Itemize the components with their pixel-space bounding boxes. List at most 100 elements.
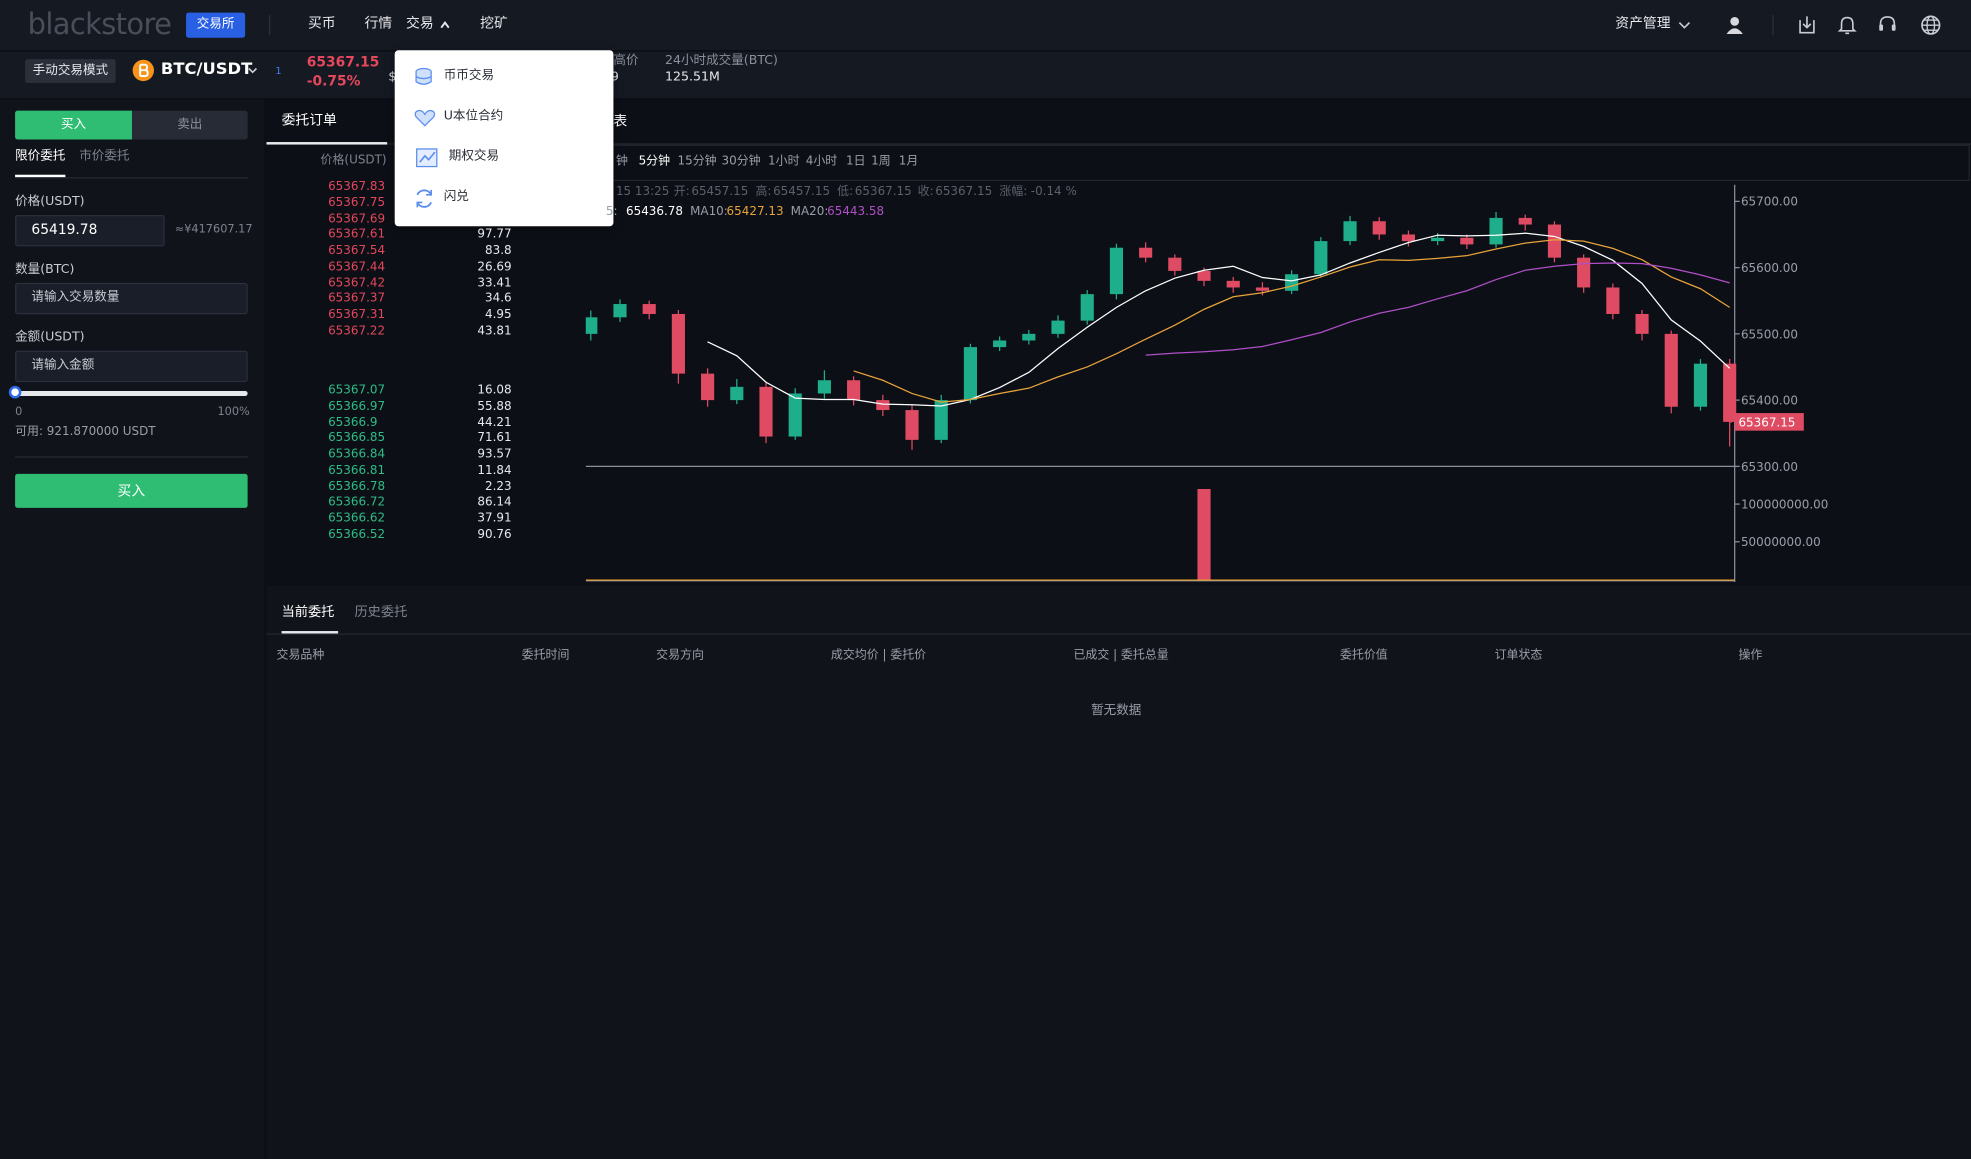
orders-tab[interactable]: 当前委托: [281, 604, 335, 620]
book-amount: 4.95: [485, 307, 512, 322]
interval[interactable]: 钟: [615, 154, 628, 169]
caret-up: [440, 21, 450, 29]
pair-badge: 1: [275, 65, 282, 77]
candle-body: [642, 304, 656, 314]
candle-body: [1139, 247, 1153, 258]
pair-name[interactable]: BTC/USDT: [160, 60, 253, 80]
interval[interactable]: 1小时: [768, 154, 800, 169]
price-label: 价格(USDT): [15, 194, 85, 209]
nav-item[interactable]: 挖矿: [480, 15, 508, 32]
ma-value: 65443.58: [827, 204, 885, 219]
candle-body: [1080, 294, 1094, 321]
interval[interactable]: 1周: [871, 154, 891, 169]
book-amount: 33.41: [477, 275, 512, 290]
price-value: 65419.78: [31, 221, 98, 238]
price-header: 价格(USDT): [320, 153, 387, 168]
nav-item[interactable]: 行情: [364, 15, 393, 32]
ma-line: [707, 232, 1731, 407]
nav-item[interactable]: 买币: [307, 15, 336, 32]
interval[interactable]: 5分钟: [638, 154, 671, 169]
candle-info: 65367.15: [935, 184, 993, 199]
nav-item[interactable]: 交易: [406, 15, 434, 32]
candle-body: [1314, 241, 1328, 275]
tab-underline: [266, 142, 388, 145]
logo[interactable]: blackstore: [27, 8, 172, 42]
candle-body: [1255, 287, 1270, 291]
candle-body: [671, 313, 685, 374]
order-book-tab[interactable]: 委托订单: [281, 111, 337, 129]
asset-menu[interactable]: 资产管理: [1615, 15, 1671, 32]
mode-button[interactable]: 手动交易模式: [25, 59, 116, 83]
book-price: 65366.9: [328, 415, 378, 430]
price-input[interactable]: [15, 214, 165, 247]
support-icon[interactable]: [1877, 14, 1898, 35]
candle-body: [963, 347, 977, 401]
interval[interactable]: 1日: [845, 154, 866, 169]
ma-label: MA10:: [690, 204, 728, 219]
btc-logo: [132, 59, 154, 82]
total-input[interactable]: [15, 350, 248, 383]
kline-chart: 65700.00 65600.00 65500.00 65400.00 65300.00…: [585, 184, 1828, 583]
ma-line: [1145, 262, 1730, 356]
column-header: 成交均价 | 委托价: [830, 648, 927, 663]
book-amount: 37.91: [477, 511, 512, 526]
book-price: 65366.62: [328, 511, 386, 526]
book-amount: 2.23: [485, 479, 512, 494]
bell-icon[interactable]: [1837, 14, 1858, 35]
available: 可用: 921.870000 USDT: [15, 424, 156, 439]
sell-tab[interactable]: 卖出: [131, 110, 248, 140]
candle-body: [847, 380, 861, 401]
limit-tab[interactable]: 限价委托: [15, 149, 66, 164]
ma-value: 65436.78: [625, 204, 683, 219]
slider-track[interactable]: [15, 390, 248, 396]
interval[interactable]: 4小时: [805, 154, 838, 169]
interval[interactable]: 30分钟: [721, 154, 761, 169]
exchange-badge[interactable]: 交易所: [186, 12, 246, 38]
stat-value: 9: [610, 70, 619, 85]
slider-max: 100%: [217, 406, 250, 419]
column-header: 交易品种: [276, 648, 325, 663]
dropdown-item[interactable]: 币币交易: [443, 69, 495, 83]
user-icon[interactable]: [1725, 15, 1745, 35]
y-tick-label: 100000000.00: [1741, 497, 1828, 511]
volume-bar: [1197, 488, 1211, 580]
download-icon[interactable]: [1796, 14, 1817, 35]
divider: [15, 456, 248, 458]
candle-info: -0.14 %: [1030, 184, 1077, 199]
interval[interactable]: 1月: [898, 154, 919, 169]
spot-icon: [415, 67, 432, 85]
candle-body: [876, 400, 890, 411]
dropdown-item[interactable]: 闪兑: [443, 189, 469, 204]
chart-tab[interactable]: 表: [613, 113, 628, 130]
language-icon[interactable]: [1919, 14, 1942, 37]
stat-value: 125.51M: [664, 70, 720, 85]
column-header: 委托时间: [521, 648, 570, 663]
book-amount: 97.77: [477, 227, 512, 242]
candle-body: [701, 373, 715, 401]
slider-handle[interactable]: [8, 385, 22, 399]
candle-body: [730, 386, 744, 401]
caret-down: [1678, 22, 1691, 29]
candle-info: 开:: [673, 184, 690, 199]
candle-body: [1343, 221, 1357, 242]
candle-body: [934, 400, 948, 440]
orders-tab[interactable]: 历史委托: [354, 604, 408, 620]
market-tab[interactable]: 市价委托: [79, 149, 130, 164]
ticker-bar: [0, 51, 1971, 99]
candle-info: 收:: [917, 184, 934, 199]
amount-input[interactable]: [15, 282, 248, 315]
dropdown-item[interactable]: U本位合约: [443, 109, 504, 124]
buy-tab[interactable]: 买入: [15, 110, 132, 140]
dropdown-item[interactable]: 期权交易: [448, 149, 500, 164]
interval[interactable]: 15分钟: [677, 154, 717, 169]
candle-info: 15 13:25: [615, 184, 670, 199]
book-price: 65367.22: [328, 324, 386, 338]
y-tick-label: 65300.00: [1741, 460, 1798, 474]
candle-body: [1109, 247, 1123, 295]
column-header: 委托价值: [1339, 648, 1388, 663]
options-icon: [416, 148, 438, 168]
buy-button[interactable]: 买入: [15, 473, 248, 508]
book-amount: 93.57: [477, 447, 512, 462]
divider: [15, 177, 248, 179]
